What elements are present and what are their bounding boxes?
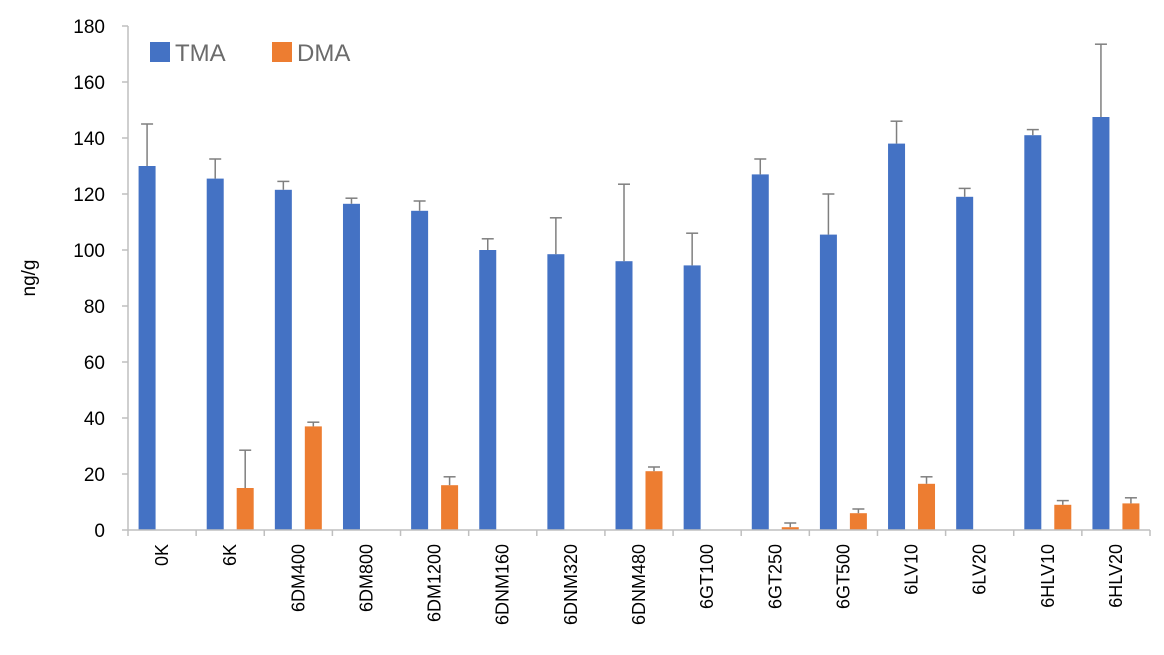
- bar-tma-6lv10: [888, 143, 906, 530]
- y-axis-title: ng/g: [19, 260, 40, 297]
- x-category-label: 6GT250: [765, 544, 785, 609]
- y-tick-label: 80: [84, 297, 105, 318]
- y-tick-label: 0: [94, 521, 105, 542]
- bar-tma-6gt100: [683, 265, 701, 530]
- bar-tma-6dm400: [274, 189, 292, 531]
- x-category-label: 6GT500: [833, 544, 853, 609]
- bar-dma-6dm400: [304, 426, 322, 530]
- x-category-label: 6K: [220, 544, 240, 566]
- y-tick-label: 100: [73, 241, 105, 262]
- bar-tma-6dnm480: [615, 261, 633, 530]
- legend-label-dma: DMA: [297, 40, 350, 67]
- y-tick-label: 60: [84, 353, 105, 374]
- bar-dma-6dm1200: [441, 485, 459, 530]
- bars: [138, 117, 1140, 531]
- y-axis-ticks: 0 20 40 60 80 100 120 140 160 180: [73, 17, 128, 542]
- y-tick-label: 140: [73, 129, 105, 150]
- x-category-label: 6DM800: [356, 544, 376, 612]
- x-category-label: 6DM1200: [425, 544, 445, 622]
- x-category-label: 6GT100: [697, 544, 717, 609]
- y-tick-label: 40: [84, 409, 105, 430]
- x-category-label: 6LV10: [902, 544, 922, 595]
- x-category-label: 6DNM480: [629, 544, 649, 625]
- bar-tma-6dm800: [342, 203, 360, 531]
- y-tick-label: 20: [84, 465, 105, 486]
- x-category-label: 6HLV10: [1038, 544, 1058, 608]
- bar-dma-6gt250: [781, 527, 799, 530]
- bar-dma-6dnm480: [645, 471, 663, 530]
- bar-tma-6hlv10: [1024, 135, 1042, 530]
- y-tick-label: 160: [73, 73, 105, 94]
- legend: TMA DMA: [150, 40, 350, 67]
- x-category-label: 6DM400: [288, 544, 308, 612]
- legend-swatch-dma: [272, 42, 292, 62]
- x-axis-ticks: 0K 6K 6DM400 6DM800 6DM1200 6DNM160 6DNM320 6DN…: [127, 530, 1151, 625]
- bar-dma-6hlv20: [1122, 503, 1140, 530]
- x-category-label: 6DNM160: [493, 544, 513, 625]
- bar-tma-6hlv20: [1092, 117, 1110, 530]
- legend-swatch-tma: [150, 42, 170, 62]
- y-tick-label: 120: [73, 185, 105, 206]
- bar-dma-6gt500: [849, 513, 867, 530]
- x-category-label: 6LV20: [970, 544, 990, 595]
- bar-tma-6gt500: [819, 234, 837, 530]
- bar-tma-6dm1200: [411, 210, 429, 531]
- bar-dma-6hlv10: [1054, 504, 1072, 530]
- bar-tma-6gt250: [751, 174, 769, 530]
- legend-label-tma: TMA: [175, 40, 226, 67]
- error-bars: [141, 43, 1137, 528]
- x-category-label: 0K: [152, 544, 172, 566]
- bar-tma-6dnm160: [479, 250, 497, 530]
- bar-tma-6lv20: [956, 196, 974, 531]
- y-tick-label: 180: [73, 17, 105, 38]
- x-category-label: 6DNM320: [561, 544, 581, 625]
- bar-tma-6k: [206, 178, 224, 530]
- x-category-label: 6HLV20: [1106, 544, 1126, 608]
- bar-tma-6dnm320: [547, 254, 565, 530]
- bar-dma-6k: [236, 488, 254, 530]
- bar-dma-6lv10: [918, 483, 936, 530]
- bar-tma-0k: [138, 166, 156, 530]
